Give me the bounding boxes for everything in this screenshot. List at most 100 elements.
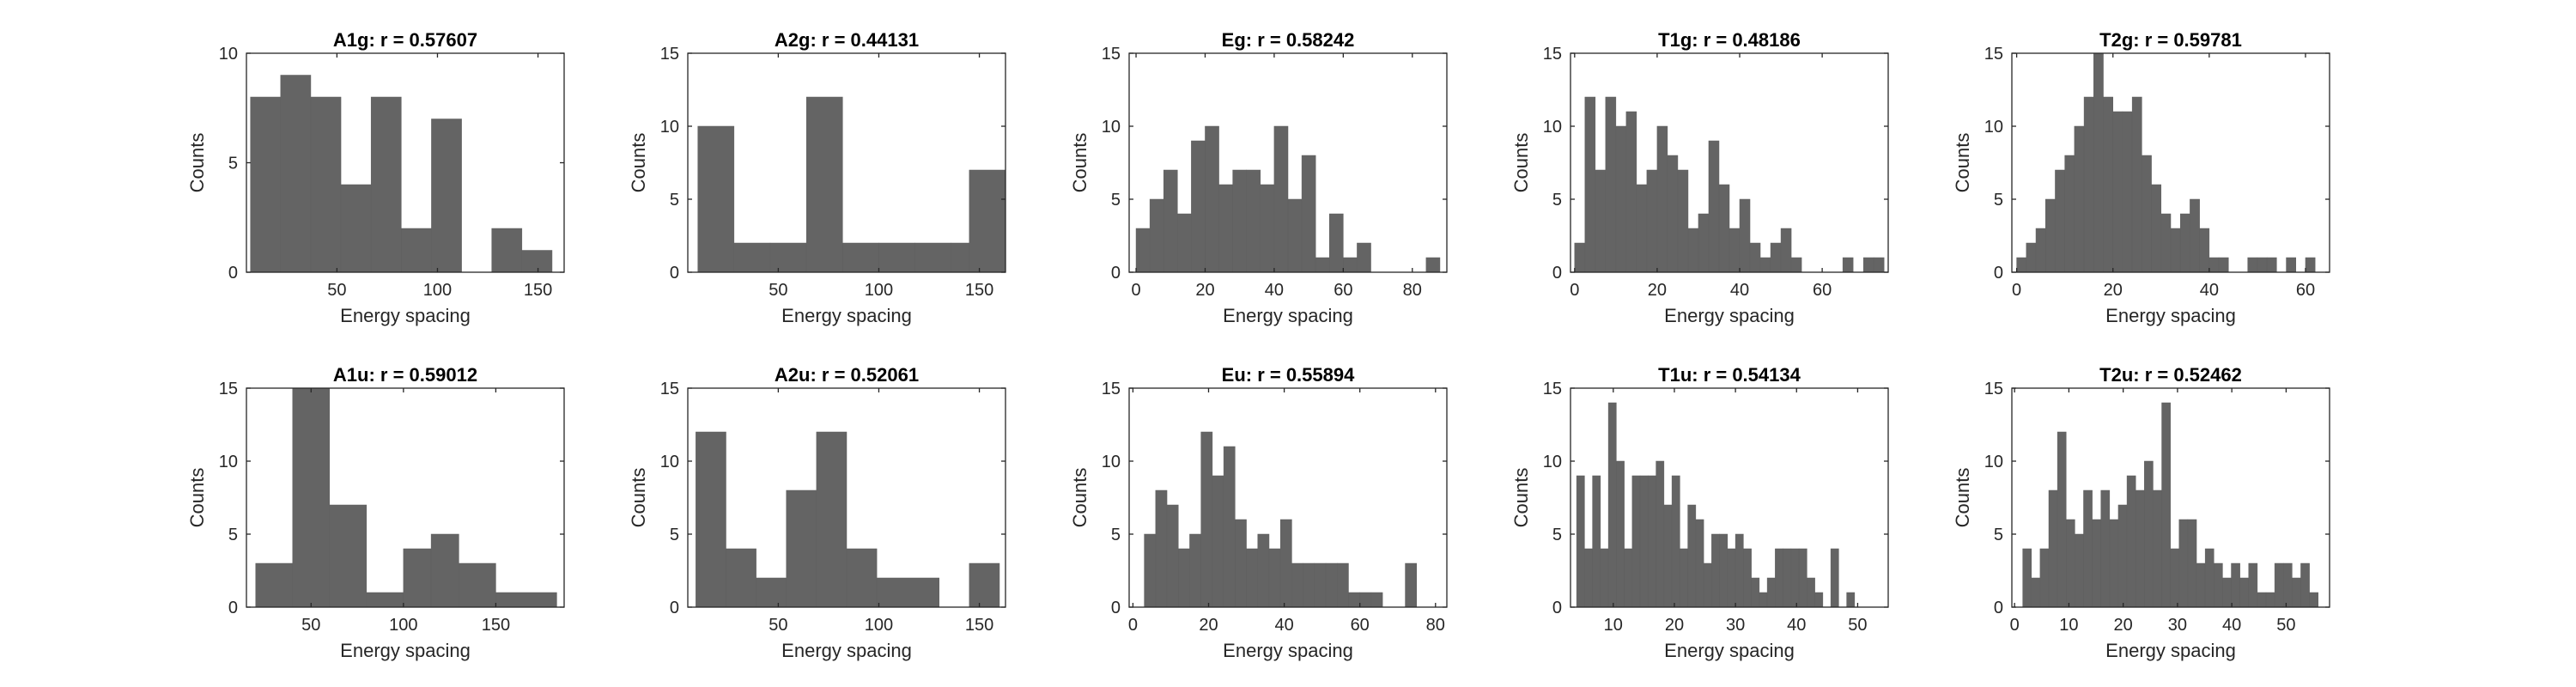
histogram-bar	[1687, 228, 1699, 273]
histogram-bar	[2074, 125, 2085, 273]
histogram-bar	[1155, 489, 1168, 608]
histogram-bar	[1873, 257, 1885, 273]
subplot-title: T2g: r = 0.59781	[2099, 29, 2242, 51]
histogram-bar	[756, 577, 787, 608]
axes-frame	[1128, 387, 1448, 608]
histogram-bar	[1337, 562, 1349, 608]
histogram-bar	[1273, 125, 1289, 273]
histogram-bar	[2247, 257, 2258, 273]
histogram-bar	[1257, 533, 1270, 608]
subplot-title: A1g: r = 0.57607	[333, 29, 477, 51]
histogram-bar	[1807, 577, 1815, 608]
x-tick-label: 80	[1426, 616, 1445, 635]
histogram-bar	[951, 242, 970, 273]
histogram-bar	[2153, 489, 2162, 608]
histogram-bar	[1703, 562, 1712, 608]
histogram-bar	[250, 96, 282, 273]
axes-frame	[1128, 52, 1448, 273]
y-axis-label: Counts	[628, 133, 649, 193]
y-tick-label: 0	[1552, 264, 1562, 283]
y-tick-label: 15	[1984, 45, 2003, 64]
histogram-bar	[1698, 213, 1710, 273]
x-tick-label: 150	[482, 616, 510, 635]
subplot-title: A1u: r = 0.59012	[333, 364, 477, 386]
histogram-bar	[1600, 548, 1609, 608]
y-tick-label: 5	[1994, 191, 2003, 210]
histogram-bar	[2170, 548, 2180, 608]
y-tick-label: 10	[1984, 118, 2003, 137]
histogram-bar	[2044, 198, 2056, 273]
histogram-bar	[280, 75, 312, 273]
y-tick-label: 15	[1102, 45, 1121, 64]
histogram-bar	[1291, 562, 1303, 608]
x-tick-label: 40	[1787, 616, 1806, 635]
histogram-bar	[2142, 155, 2152, 273]
histogram-bar	[1766, 577, 1776, 608]
histogram-bar	[733, 242, 771, 273]
histogram-bar	[1218, 184, 1233, 273]
y-axis-label: Counts	[1069, 133, 1091, 193]
y-axis-label: Counts	[1952, 468, 1973, 528]
histogram-bar	[2144, 460, 2154, 608]
histogram-bar	[2048, 489, 2058, 608]
histogram-bar	[2161, 402, 2171, 608]
histogram-bar	[1624, 548, 1633, 608]
histogram-bar	[1246, 548, 1259, 608]
y-axis-label: Counts	[1069, 468, 1091, 528]
x-tick-label: 100	[423, 281, 452, 300]
x-tick-label: 40	[1274, 616, 1293, 635]
histogram-bar	[521, 250, 553, 273]
y-tick-label: 5	[1552, 191, 1562, 210]
x-axis-label: Energy spacing	[340, 640, 471, 661]
y-tick-label: 5	[228, 526, 238, 544]
histogram-bar	[2222, 577, 2232, 608]
x-tick-label: 10	[2059, 616, 2078, 635]
x-tick-label: 40	[1730, 281, 1749, 300]
histogram-bar	[2178, 519, 2189, 608]
histogram-bar	[2231, 562, 2240, 608]
histogram-bar	[846, 548, 878, 608]
x-tick-label: 20	[1195, 281, 1214, 300]
histogram-bar	[1711, 533, 1720, 608]
x-tick-label: 150	[524, 281, 552, 300]
histogram-bar	[1301, 155, 1316, 273]
histogram-bar	[1749, 242, 1761, 273]
histogram-bar	[1783, 548, 1792, 608]
y-tick-label: 5	[1111, 191, 1121, 210]
histogram-bar	[2274, 562, 2284, 608]
histogram-bar	[1631, 475, 1641, 608]
y-tick-label: 10	[1102, 118, 1121, 137]
y-axis-label: Counts	[186, 133, 208, 193]
histogram-bar	[491, 228, 523, 273]
histogram-bar	[2309, 592, 2318, 608]
y-tick-label: 10	[1543, 453, 1562, 471]
y-axis-label: Counts	[1510, 133, 1532, 193]
histogram-bar	[403, 548, 432, 608]
histogram-bar	[2179, 213, 2190, 273]
histogram-bar	[1178, 548, 1190, 608]
histogram-bar	[914, 242, 952, 273]
y-tick-label: 5	[1111, 526, 1121, 544]
x-tick-label: 30	[2168, 616, 2187, 635]
x-tick-label: 0	[1128, 616, 1138, 635]
y-axis-label: Counts	[1510, 468, 1532, 528]
histogram-bar	[1646, 169, 1658, 273]
histogram-bar	[1191, 140, 1206, 273]
histogram-bar	[1223, 446, 1236, 608]
histogram-bar	[1232, 169, 1247, 273]
histogram-bar	[2055, 169, 2065, 273]
subplot-10: 0 10 20 30 40 50 0 5 10 15 T2u: r = 0.52462 Energy …	[1952, 364, 2330, 661]
histogram-bar	[1144, 533, 1157, 608]
histogram-bar	[1639, 475, 1649, 608]
y-tick-label: 10	[219, 453, 238, 471]
subplot-title: T1u: r = 0.54134	[1658, 364, 1801, 386]
histogram-bar	[1615, 125, 1627, 273]
histogram-bar	[2117, 504, 2128, 608]
histogram-bar	[2092, 519, 2101, 608]
histogram-bar	[969, 169, 1006, 273]
subplot-5: 0 20 40 60 0 5 10 15 T2g: r = 0.59781 Energy spac…	[1952, 29, 2330, 326]
histogram-bar	[1325, 562, 1338, 608]
histogram-bar	[2126, 475, 2136, 608]
subplot-title: T2u: r = 0.52462	[2099, 364, 2242, 386]
y-tick-label: 15	[660, 380, 679, 398]
